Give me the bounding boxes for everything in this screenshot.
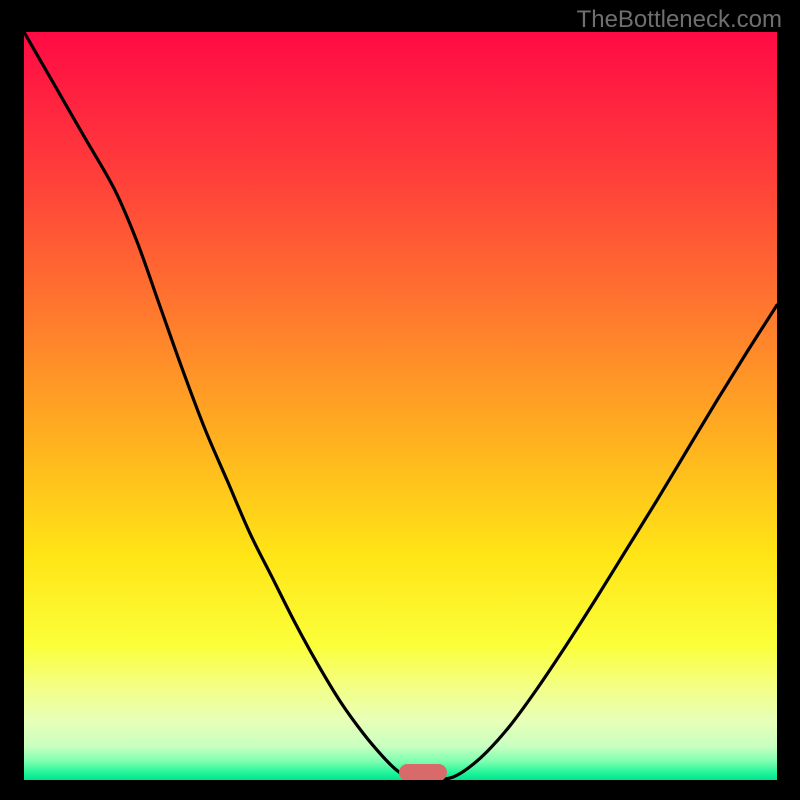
plot-area — [24, 32, 777, 780]
frame: TheBottleneck.com — [0, 0, 800, 800]
optimal-marker — [399, 764, 447, 780]
bottleneck-curve — [24, 32, 777, 780]
watermark-text: TheBottleneck.com — [577, 6, 782, 34]
